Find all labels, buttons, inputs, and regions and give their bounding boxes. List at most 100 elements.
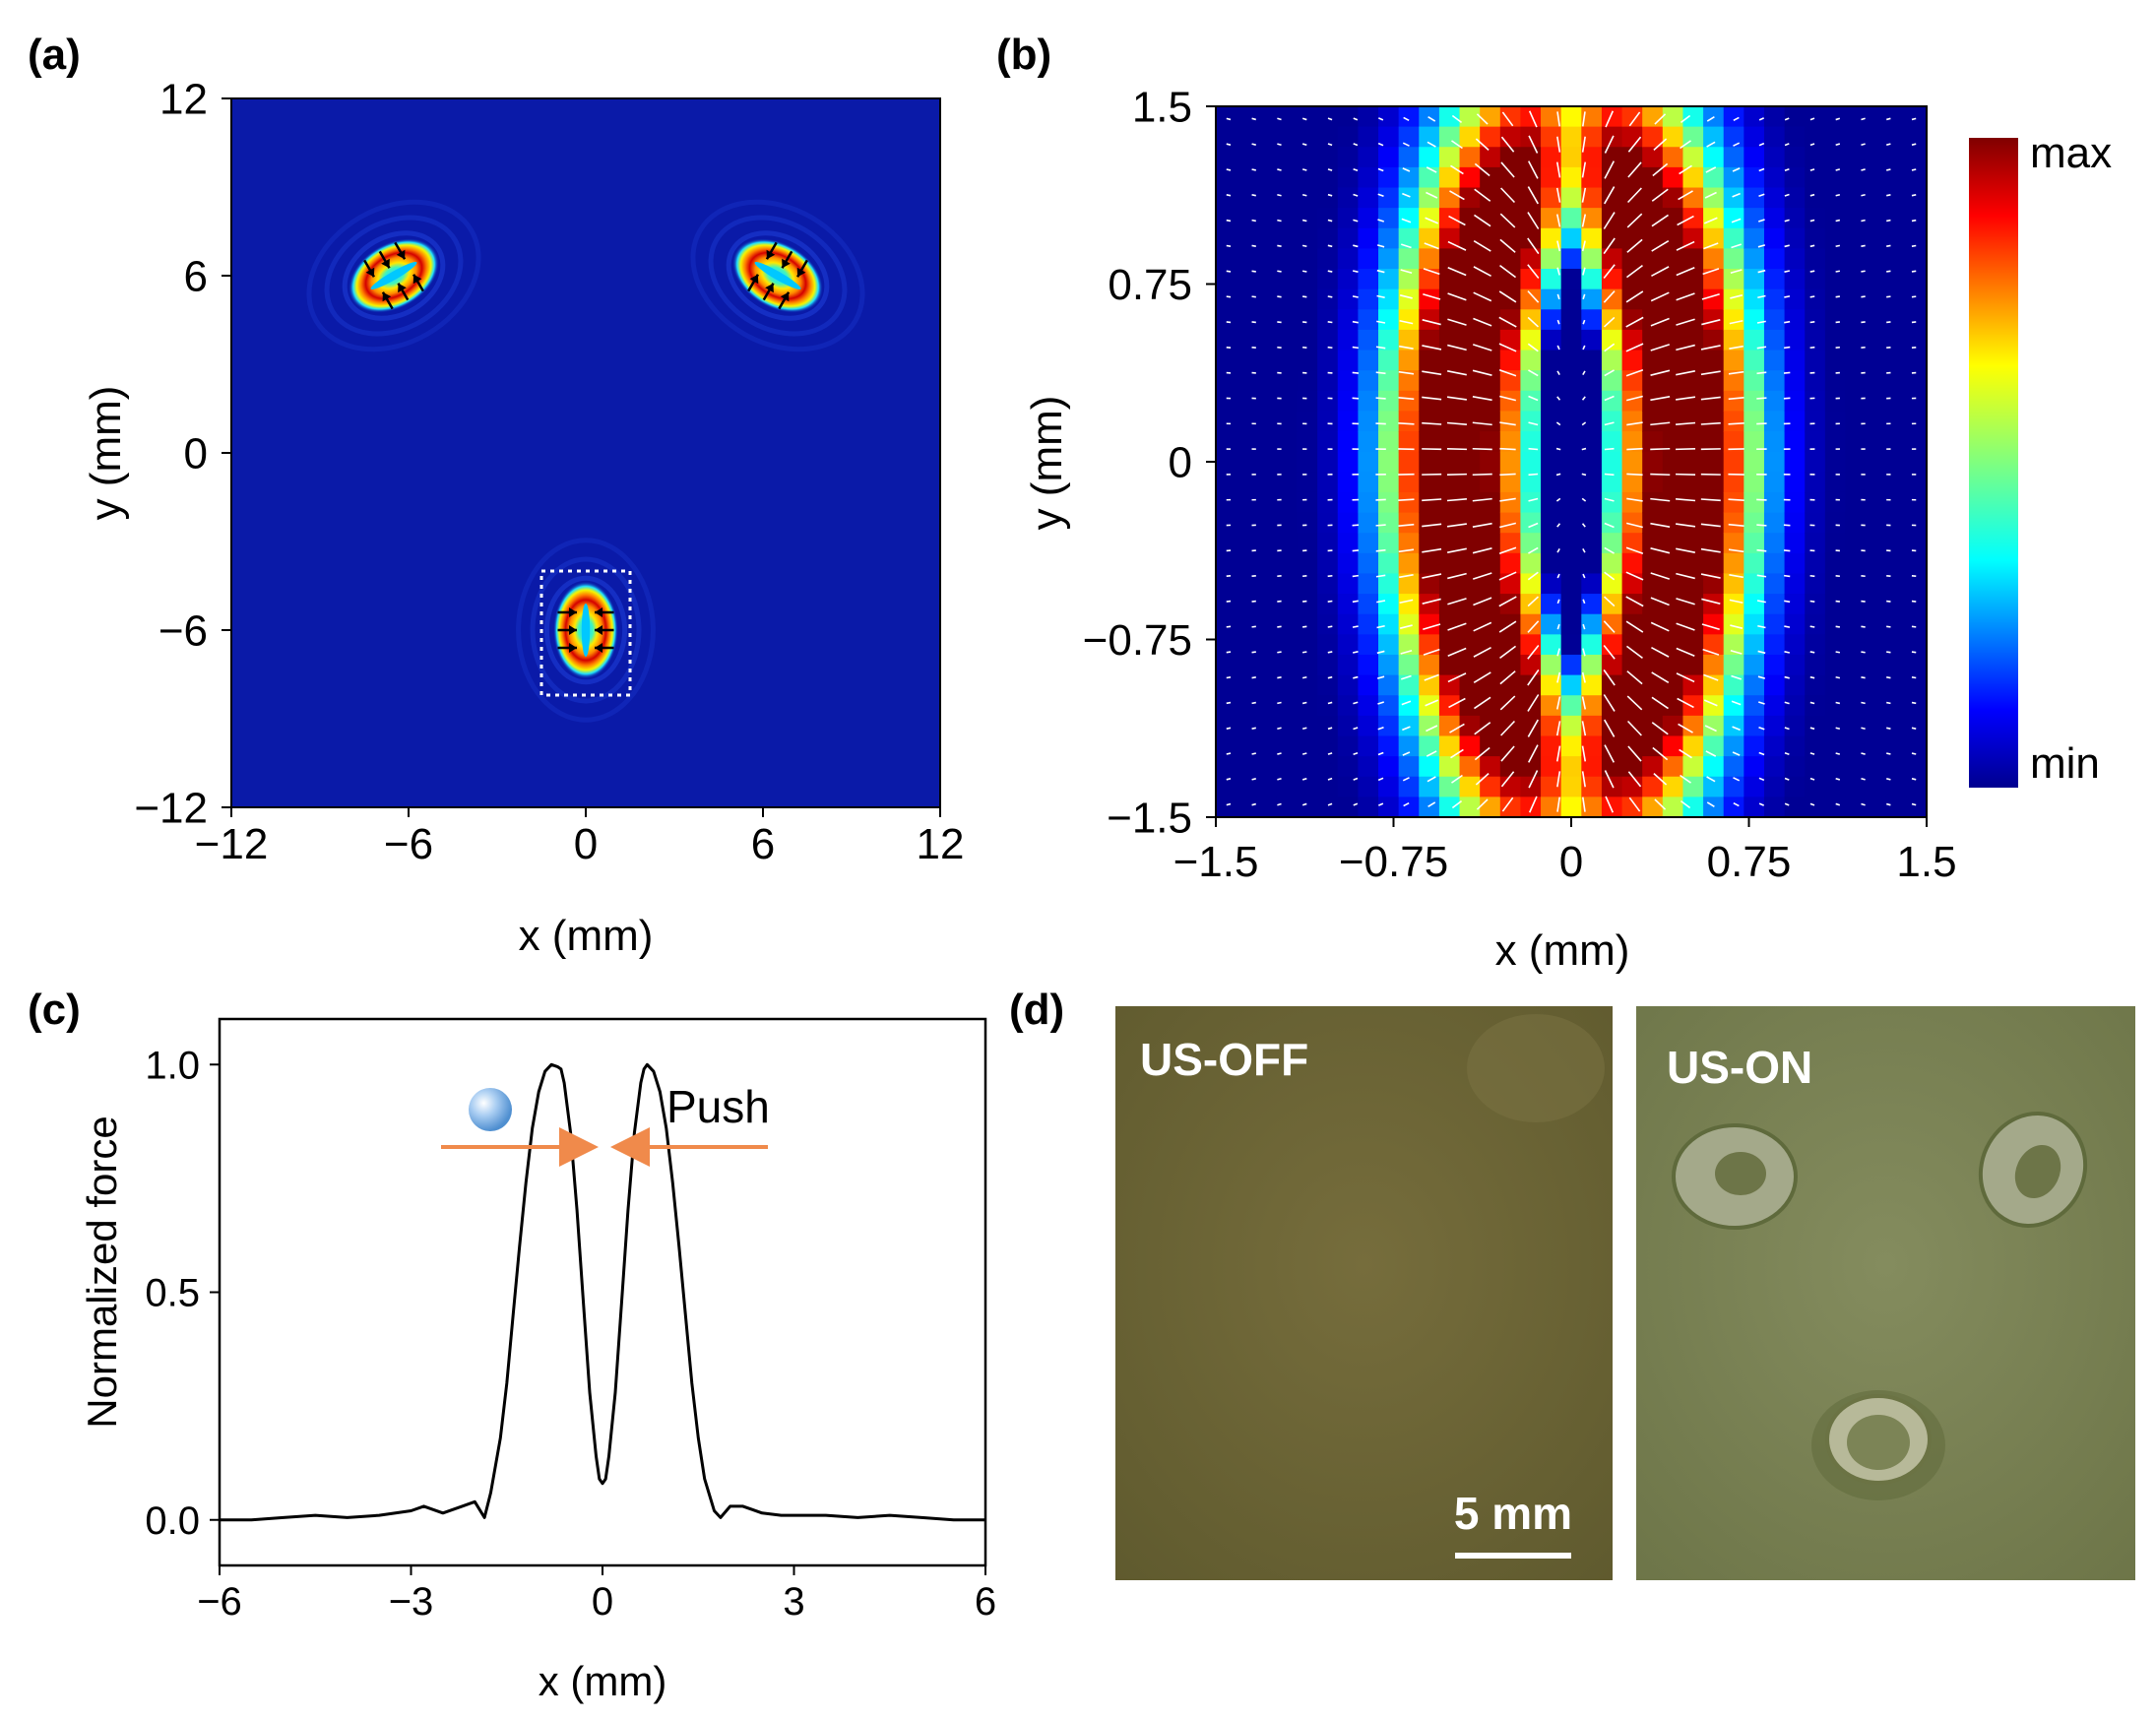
heat-cell	[1763, 594, 1786, 615]
heat-cell	[1784, 491, 1806, 514]
heat-cell	[1621, 147, 1643, 168]
force-vector	[1835, 752, 1841, 755]
force-vector	[1556, 797, 1561, 812]
y-tick-label: 1.5	[1132, 83, 1192, 131]
heat-cell	[1560, 411, 1582, 432]
heat-cell	[1419, 776, 1440, 797]
heat-cell	[1845, 472, 1867, 493]
heat-cell	[1703, 451, 1725, 473]
heat-cell	[1438, 512, 1461, 534]
heat-cell	[1784, 594, 1806, 615]
heat-cell	[1805, 309, 1826, 331]
force-vector	[1677, 215, 1694, 226]
heat-cell	[1297, 512, 1318, 534]
heat-cell	[1662, 674, 1684, 696]
force-vector	[1277, 675, 1282, 679]
heat-cell	[1601, 248, 1623, 270]
force-vector	[1499, 238, 1516, 253]
force-vector	[1423, 623, 1441, 630]
force-vector	[1626, 473, 1643, 477]
force-vector	[1604, 719, 1616, 737]
force-vector	[1809, 777, 1815, 781]
force-vector	[1527, 669, 1540, 686]
force-vector	[1376, 244, 1385, 248]
force-vector	[1756, 574, 1767, 578]
heat-cell	[1763, 695, 1786, 717]
force-vector	[1327, 244, 1333, 248]
heat-cell	[1601, 533, 1623, 554]
force-vector	[1424, 673, 1439, 681]
heat-cell	[1236, 248, 1257, 270]
force-vector	[1499, 695, 1516, 711]
heat-cell	[1723, 451, 1744, 473]
panel-a-xlabel: x (mm)	[519, 912, 654, 960]
heat-cell	[1337, 269, 1359, 290]
force-vector	[1399, 624, 1413, 629]
heat-cell	[1216, 126, 1237, 148]
heat-cell	[1541, 472, 1562, 493]
heat-cell	[1906, 654, 1927, 676]
heat-cell	[1601, 797, 1623, 817]
force-vector	[1474, 722, 1491, 735]
x-tick-label: 3	[783, 1580, 804, 1624]
heat-cell	[1784, 674, 1806, 696]
heat-cell	[1499, 573, 1522, 595]
heat-cell	[1236, 126, 1257, 148]
heat-cell	[1621, 654, 1643, 676]
heat-cell	[1744, 634, 1765, 656]
force-vector	[1251, 778, 1256, 781]
force-vector	[1650, 597, 1670, 606]
heat-cell	[1459, 634, 1481, 656]
force-vector	[1472, 572, 1492, 580]
heat-cell	[1642, 248, 1664, 270]
heat-cell	[1845, 187, 1867, 209]
heat-cell	[1236, 431, 1257, 453]
force-vector	[1701, 598, 1721, 605]
heat-cell	[1642, 227, 1664, 249]
force-vector	[1706, 141, 1716, 148]
force-vector	[1700, 370, 1721, 376]
force-vector	[1451, 800, 1463, 809]
heat-cell	[1642, 472, 1664, 493]
heat-cell	[1499, 797, 1522, 817]
force-vector	[1277, 321, 1282, 324]
heat-cell	[1459, 390, 1481, 413]
x-tick-label: −3	[389, 1580, 434, 1624]
force-vector	[1277, 295, 1282, 298]
heat-cell	[1866, 594, 1887, 615]
heat-cell	[1216, 512, 1237, 534]
force-vector	[1582, 547, 1586, 553]
heat-cell	[1560, 491, 1582, 514]
heat-cell	[1216, 248, 1237, 270]
heat-cell	[1662, 288, 1684, 310]
force-vector	[1627, 745, 1642, 762]
heat-cell	[1276, 533, 1299, 554]
force-vector	[1448, 215, 1466, 226]
heat-cell	[1438, 147, 1461, 168]
heat-cell	[1703, 512, 1725, 534]
force-vector	[1729, 573, 1744, 579]
force-vector	[1302, 321, 1307, 324]
heat-cell	[1337, 288, 1359, 310]
force-vector	[1604, 571, 1616, 581]
force-vector	[1730, 294, 1744, 299]
heat-cell	[1723, 248, 1744, 270]
force-vector	[1251, 727, 1256, 730]
heat-cell	[1763, 776, 1786, 797]
heat-cell	[1236, 187, 1257, 209]
heat-cell	[1438, 329, 1461, 351]
heat-cell	[1845, 512, 1867, 534]
heat-cell	[1723, 166, 1744, 189]
heat-cell	[1480, 776, 1501, 797]
force-vector	[1251, 752, 1256, 755]
heat-cell	[1337, 451, 1359, 473]
heat-cell	[1845, 370, 1867, 392]
heat-cell	[1642, 431, 1664, 453]
heat-cell	[1358, 147, 1379, 168]
heat-cell	[1358, 472, 1379, 493]
force-vector	[1528, 421, 1539, 426]
panel-label-a: (a)	[28, 31, 81, 79]
force-vector	[1701, 293, 1720, 300]
force-vector	[1605, 796, 1615, 813]
panel-d-photos: US-OFF 5 mm US-ON	[1115, 1006, 2135, 1580]
